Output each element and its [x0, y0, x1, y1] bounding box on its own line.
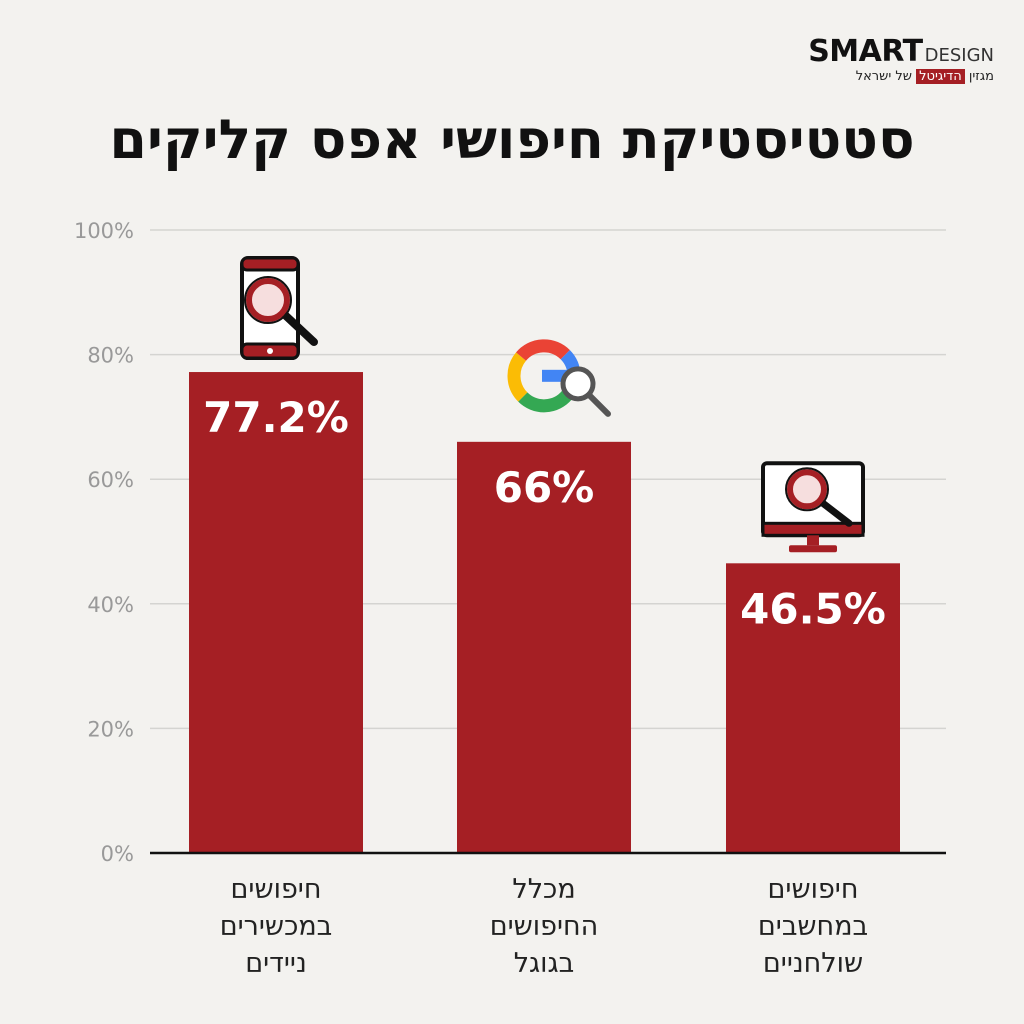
- y-tick-label: 20%: [87, 717, 134, 741]
- y-tick-label: 80%: [87, 344, 134, 368]
- x-category-label: בגוגל: [514, 948, 575, 979]
- x-category-label: חיפושים: [231, 874, 322, 905]
- brand-name-sub: DESIGN: [924, 45, 994, 66]
- bar-value-label: 46.5%: [740, 584, 886, 633]
- y-tick-label: 100%: [74, 219, 134, 243]
- bar-value-label: 77.2%: [203, 393, 349, 442]
- brand-tagline-highlight: הדיגיטל: [916, 69, 965, 84]
- bar-value-label: 66%: [494, 463, 595, 512]
- y-tick-label: 0%: [101, 842, 134, 866]
- x-category-label: מכלל: [512, 874, 575, 905]
- bar: [726, 563, 900, 853]
- x-category-label: שולחניים: [763, 948, 863, 979]
- x-category-label: חיפושים: [768, 874, 859, 905]
- brand-name: SMART DESIGN: [808, 34, 994, 69]
- brand-logo: SMART DESIGN מגזין הדיגיטל של ישראל: [754, 34, 994, 84]
- x-category-label: החיפושים: [490, 911, 599, 942]
- brand-tagline: מגזין הדיגיטל של ישראל: [855, 69, 994, 84]
- x-category-label: במחשבים: [758, 911, 868, 942]
- desktop-search-icon: [761, 461, 865, 553]
- phone-search-icon: [240, 256, 318, 361]
- bar: [457, 441, 631, 853]
- x-category-label: במכשירים: [220, 911, 333, 942]
- google-search-icon: [507, 339, 611, 417]
- bar: [189, 372, 363, 853]
- y-tick-label: 60%: [87, 468, 134, 492]
- chart-title: סטטיסטיקת חיפושי אפס קליקים: [109, 108, 915, 171]
- y-tick-label: 40%: [87, 593, 134, 617]
- x-category-label: ניידים: [245, 948, 307, 979]
